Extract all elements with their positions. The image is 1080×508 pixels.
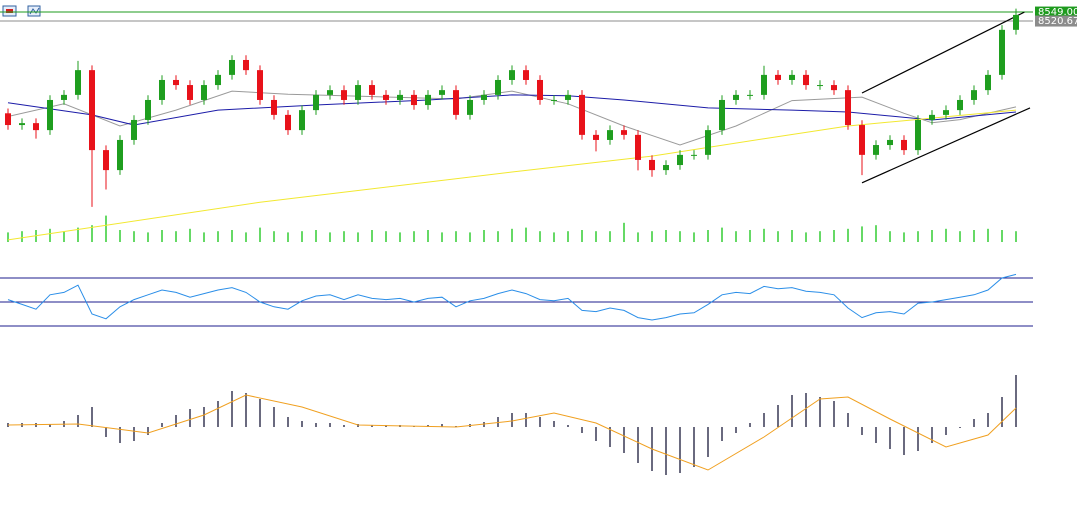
candle-body bbox=[929, 114, 935, 120]
candle-body bbox=[593, 134, 599, 140]
candle-body bbox=[607, 130, 613, 140]
icon-part bbox=[6, 9, 13, 13]
candle-body bbox=[341, 90, 347, 100]
candle-body bbox=[635, 134, 641, 160]
candle-body bbox=[19, 123, 25, 126]
candle-body bbox=[509, 70, 515, 80]
candle-body bbox=[481, 94, 487, 100]
candle-body bbox=[551, 99, 557, 101]
candle-body bbox=[201, 85, 207, 100]
candle-body bbox=[761, 74, 767, 95]
candle-body bbox=[537, 79, 543, 100]
candle-body bbox=[719, 99, 725, 131]
candle-body bbox=[215, 74, 221, 86]
candle-body bbox=[663, 165, 669, 171]
candle-body bbox=[985, 74, 991, 91]
signal-line bbox=[7, 394, 1017, 471]
candle-body bbox=[159, 79, 165, 100]
candle-body bbox=[831, 85, 837, 91]
candle-body bbox=[971, 90, 977, 100]
candle-body bbox=[817, 85, 823, 87]
candle-body bbox=[257, 70, 263, 100]
candle-body bbox=[901, 139, 907, 151]
candle-body bbox=[75, 70, 81, 95]
trend-line bbox=[861, 11, 1025, 94]
candle-body bbox=[789, 74, 795, 80]
candle-body bbox=[691, 154, 697, 156]
candle-body bbox=[1013, 14, 1019, 30]
rsi-line bbox=[7, 273, 1017, 321]
candle-body bbox=[705, 130, 711, 155]
candle-body bbox=[243, 59, 249, 71]
candle-body bbox=[495, 79, 501, 95]
candle-body bbox=[131, 119, 137, 140]
candle-body bbox=[61, 94, 67, 100]
candle-body bbox=[733, 94, 739, 100]
candle-body bbox=[145, 99, 151, 120]
candle-body bbox=[579, 94, 585, 135]
candle-body bbox=[859, 125, 865, 155]
candle-body bbox=[369, 85, 375, 95]
toolbar-icons[interactable] bbox=[2, 5, 41, 17]
candle-body bbox=[47, 99, 53, 131]
candle-body bbox=[327, 90, 333, 95]
candle-body bbox=[117, 139, 123, 171]
candle-body bbox=[999, 29, 1005, 75]
candle-body bbox=[383, 94, 389, 100]
candle-body bbox=[425, 94, 431, 106]
price-label-box bbox=[1035, 15, 1077, 27]
trend-line bbox=[861, 107, 1031, 184]
candle-body bbox=[621, 130, 627, 135]
candle-body bbox=[915, 119, 921, 151]
candle-body bbox=[173, 79, 179, 86]
candle-body bbox=[747, 94, 753, 96]
candle-body bbox=[775, 74, 781, 80]
candle-body bbox=[523, 70, 529, 80]
candle-body bbox=[453, 90, 459, 115]
candle-body bbox=[887, 139, 893, 146]
candle-body bbox=[89, 70, 95, 151]
candle-body bbox=[299, 110, 305, 131]
candle-body bbox=[467, 99, 473, 115]
price-label-box bbox=[1035, 6, 1077, 18]
candle-body bbox=[187, 85, 193, 100]
candle-body bbox=[285, 114, 291, 131]
candle-body bbox=[103, 150, 109, 171]
candle-body bbox=[803, 74, 809, 86]
candle-body bbox=[943, 110, 949, 115]
candle-body bbox=[873, 145, 879, 155]
candle-body bbox=[439, 90, 445, 95]
candle-body bbox=[565, 94, 571, 100]
candle-body bbox=[313, 94, 319, 111]
candle-body bbox=[5, 113, 11, 126]
icon-part bbox=[29, 7, 40, 15]
candle-body bbox=[355, 85, 361, 100]
candle-body bbox=[271, 99, 277, 115]
candle-body bbox=[397, 94, 403, 100]
candle-body bbox=[957, 99, 963, 111]
price-label: 8549.00 bbox=[1038, 7, 1079, 18]
candle-body bbox=[649, 159, 655, 171]
candle-body bbox=[411, 94, 417, 106]
candle-body bbox=[33, 123, 39, 131]
candle-body bbox=[229, 59, 235, 75]
price-label: 8520.67 bbox=[1038, 16, 1079, 27]
candle-body bbox=[845, 90, 851, 126]
candle-body bbox=[677, 154, 683, 166]
